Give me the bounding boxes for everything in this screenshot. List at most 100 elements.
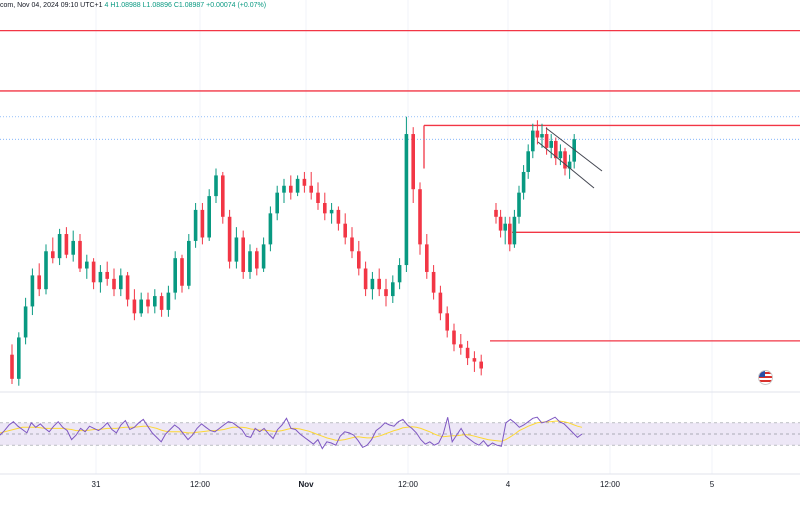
rsi-panel [0,416,800,450]
candle [384,278,388,307]
candle [563,147,567,176]
candle [255,247,259,276]
candle [404,116,409,272]
candle [17,332,21,386]
candle [207,189,211,241]
candle [465,340,470,366]
x-tick-label: Nov [298,480,314,489]
candle [445,306,449,338]
candle [275,185,279,221]
candle [425,234,429,279]
candle [377,268,381,297]
candle [438,285,443,321]
candle [261,237,266,272]
candle [329,203,334,224]
candle [572,134,576,169]
candle [336,206,341,231]
x-tick-label: 12:00 [600,480,621,489]
candle [98,265,103,293]
candle [397,258,402,290]
candle [535,120,540,145]
grid [0,0,800,474]
candle [234,227,239,269]
candle [227,209,232,269]
x-tick-label: 4 [506,480,511,489]
candle [289,175,293,200]
candle [248,244,252,279]
trend-channel [537,127,603,189]
candle [549,134,553,159]
candle [91,258,96,290]
candle [51,237,55,264]
candle [452,323,456,352]
candle [214,168,218,203]
candle [459,334,463,355]
candle [71,230,75,262]
candle [37,263,41,297]
candle [498,209,503,238]
ohlc-close: C1.08987 [173,2,205,9]
candle [57,228,62,266]
candle [153,289,157,314]
x-tick-label: 12:00 [398,480,419,489]
ohlc-high: H1.08988 [110,2,141,9]
x-tick-label: 5 [710,480,715,489]
candle [10,344,14,384]
candle [105,261,109,286]
candle [391,275,395,303]
candle [540,123,544,148]
candle [302,171,307,193]
candle [200,203,205,245]
candle [343,213,347,245]
candle [78,234,82,272]
symbol-source: com, Nov 04, 2024 09:10 UTC+1 [0,2,103,9]
candle [531,123,535,159]
candle [309,171,313,200]
candlestick-series [10,116,576,386]
candle [112,268,116,297]
x-tick-label: 12:00 [190,480,211,489]
horizontal-levels [0,29,800,342]
ohlc-low: L1.08896 [142,2,172,9]
candle [132,289,137,321]
candle [139,292,143,317]
candle [350,227,354,259]
candle [503,216,507,245]
ohlc-change: +0.00074 (+0.07%) [206,2,267,9]
candle [554,137,558,166]
candle [316,182,320,210]
candle [146,292,150,314]
candle [44,244,48,295]
ohlc-open: 4 [104,2,109,9]
candle [526,144,530,179]
x-tick-label: 31 [92,480,101,489]
ohlc-legend: com, Nov 04, 2024 09:10 UTC+1 4 H1.08988… [0,2,266,9]
candle [418,182,422,255]
candle [494,203,498,224]
candle [357,240,361,276]
candle [268,206,273,252]
us-flag-icon[interactable] [758,370,773,385]
candle [567,154,572,179]
candle [187,234,191,290]
candle [517,185,521,224]
candle [193,203,198,248]
candle [282,178,286,203]
candle [544,127,549,155]
candle [23,297,28,345]
candle [363,261,368,297]
channel-upper [545,127,603,172]
candle [521,165,526,200]
candle [472,351,477,372]
candle [173,251,177,300]
candle [323,192,327,221]
rsi-line [0,416,583,450]
time-axis: 31 12:00 Nov 12:00 4 12:00 5 [0,473,800,489]
candle [508,216,512,252]
candle [64,227,69,259]
candle [370,271,375,300]
candle [241,230,245,279]
candle [512,209,517,248]
candle [159,292,164,317]
